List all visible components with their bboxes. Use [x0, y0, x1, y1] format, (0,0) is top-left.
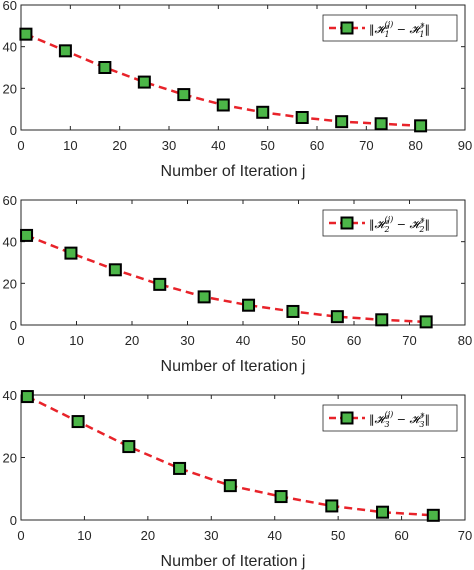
legend-marker-sample	[340, 21, 354, 35]
y-tick-label: 0	[10, 318, 17, 333]
data-point-marker	[216, 98, 230, 112]
x-tick-label: 70	[359, 138, 373, 153]
x-tick-label: 80	[458, 333, 472, 348]
x-tick-label: 10	[63, 138, 77, 153]
x-tick-label: 0	[17, 333, 24, 348]
y-tick-label: 20	[3, 81, 17, 96]
data-point-marker	[426, 508, 440, 522]
data-point-marker	[173, 461, 187, 475]
x-tick-label: 30	[162, 138, 176, 153]
data-point-marker	[374, 117, 388, 131]
data-point-marker	[122, 440, 136, 454]
y-tick-label: 0	[10, 123, 17, 138]
data-point-marker	[64, 246, 78, 260]
x-tick-label: 0	[17, 528, 24, 543]
x-tick-label: 50	[331, 528, 345, 543]
x-tick-label: 10	[69, 333, 83, 348]
y-tick-label: 60	[3, 193, 17, 208]
x-tick-label: 40	[211, 138, 225, 153]
x-axis-label: Number of Iteration j	[161, 163, 306, 180]
x-tick-label: 70	[402, 333, 416, 348]
x-tick-label: 30	[204, 528, 218, 543]
data-point-marker	[58, 44, 72, 58]
x-tick-label: 60	[310, 138, 324, 153]
data-point-marker	[376, 505, 390, 519]
chart-panel-1: 0 10 20 30 40 50 60 70 80 90 0 20 40 60 Number of Iter…	[3, 0, 473, 180]
x-tick-label: 60	[394, 528, 408, 543]
x-axis-label: Number of Iteration j	[161, 553, 306, 570]
y-tick-label: 40	[3, 40, 17, 55]
data-point-marker	[177, 88, 191, 102]
x-tick-label: 40	[236, 333, 250, 348]
x-tick-label: 10	[77, 528, 91, 543]
data-point-marker	[325, 499, 339, 513]
data-point-marker	[20, 390, 34, 404]
x-tick-label: 40	[267, 528, 281, 543]
x-tick-label: 20	[141, 528, 155, 543]
data-point-marker	[274, 490, 288, 504]
data-point-marker	[71, 415, 85, 429]
data-point-marker	[286, 304, 300, 318]
x-tick-label: 50	[291, 333, 305, 348]
x-tick-label: 0	[17, 138, 24, 153]
y-tick-label: 0	[10, 513, 17, 528]
data-point-marker	[242, 298, 256, 312]
legend: ‖𝓗1(j) − 𝓗1*‖	[322, 14, 458, 42]
data-point-marker	[19, 27, 33, 41]
legend-marker-sample	[340, 216, 354, 230]
chart-panel-2: 0 10 20 30 40 50 60 70 80 0 20 40 60 Number of Iterat…	[3, 193, 473, 375]
y-tick-label: 20	[3, 451, 17, 466]
x-tick-label: 60	[347, 333, 361, 348]
x-tick-label: 90	[458, 138, 472, 153]
data-point-marker	[137, 75, 151, 89]
y-tick-label: 40	[3, 235, 17, 250]
legend-marker-sample	[340, 411, 354, 425]
x-tick-label: 30	[180, 333, 194, 348]
data-point-marker	[335, 115, 349, 129]
data-point-marker	[419, 315, 433, 329]
plot-area-frame	[20, 4, 466, 131]
data-point-marker	[20, 228, 34, 242]
data-point-marker	[108, 263, 122, 277]
y-tick-label: 40	[3, 388, 17, 403]
data-point-marker	[414, 119, 428, 133]
legend: ‖𝓗3(j) − 𝓗3*‖	[322, 404, 458, 432]
data-point-marker	[197, 290, 211, 304]
x-tick-label: 70	[458, 528, 472, 543]
legend-label: ‖𝓗1(j) − 𝓗1*‖	[369, 20, 430, 39]
x-axis-label: Number of Iteration j	[161, 358, 306, 375]
data-point-marker	[256, 105, 270, 119]
y-tick-label: 60	[3, 0, 17, 13]
data-point-marker	[98, 61, 112, 74]
x-tick-label: 50	[260, 138, 274, 153]
chart-panel-3: 0 10 20 30 40 50 60 70 0 20 40 Number of Iteration …	[3, 388, 473, 570]
data-point-marker	[295, 111, 309, 124]
legend-label: ‖𝓗3(j) − 𝓗3*‖	[369, 410, 430, 429]
legend-label: ‖𝓗2(j) − 𝓗2*‖	[369, 215, 430, 234]
y-tick-label: 20	[3, 276, 17, 291]
data-point-marker	[223, 479, 237, 493]
series-line	[25, 33, 421, 128]
series-line	[26, 234, 427, 324]
x-tick-label: 80	[408, 138, 422, 153]
x-tick-label: 20	[112, 138, 126, 153]
x-tick-label: 20	[125, 333, 139, 348]
data-point-marker	[153, 277, 167, 291]
data-point-marker	[330, 310, 344, 324]
legend: ‖𝓗2(j) − 𝓗2*‖	[322, 209, 458, 237]
data-point-marker	[375, 313, 389, 327]
